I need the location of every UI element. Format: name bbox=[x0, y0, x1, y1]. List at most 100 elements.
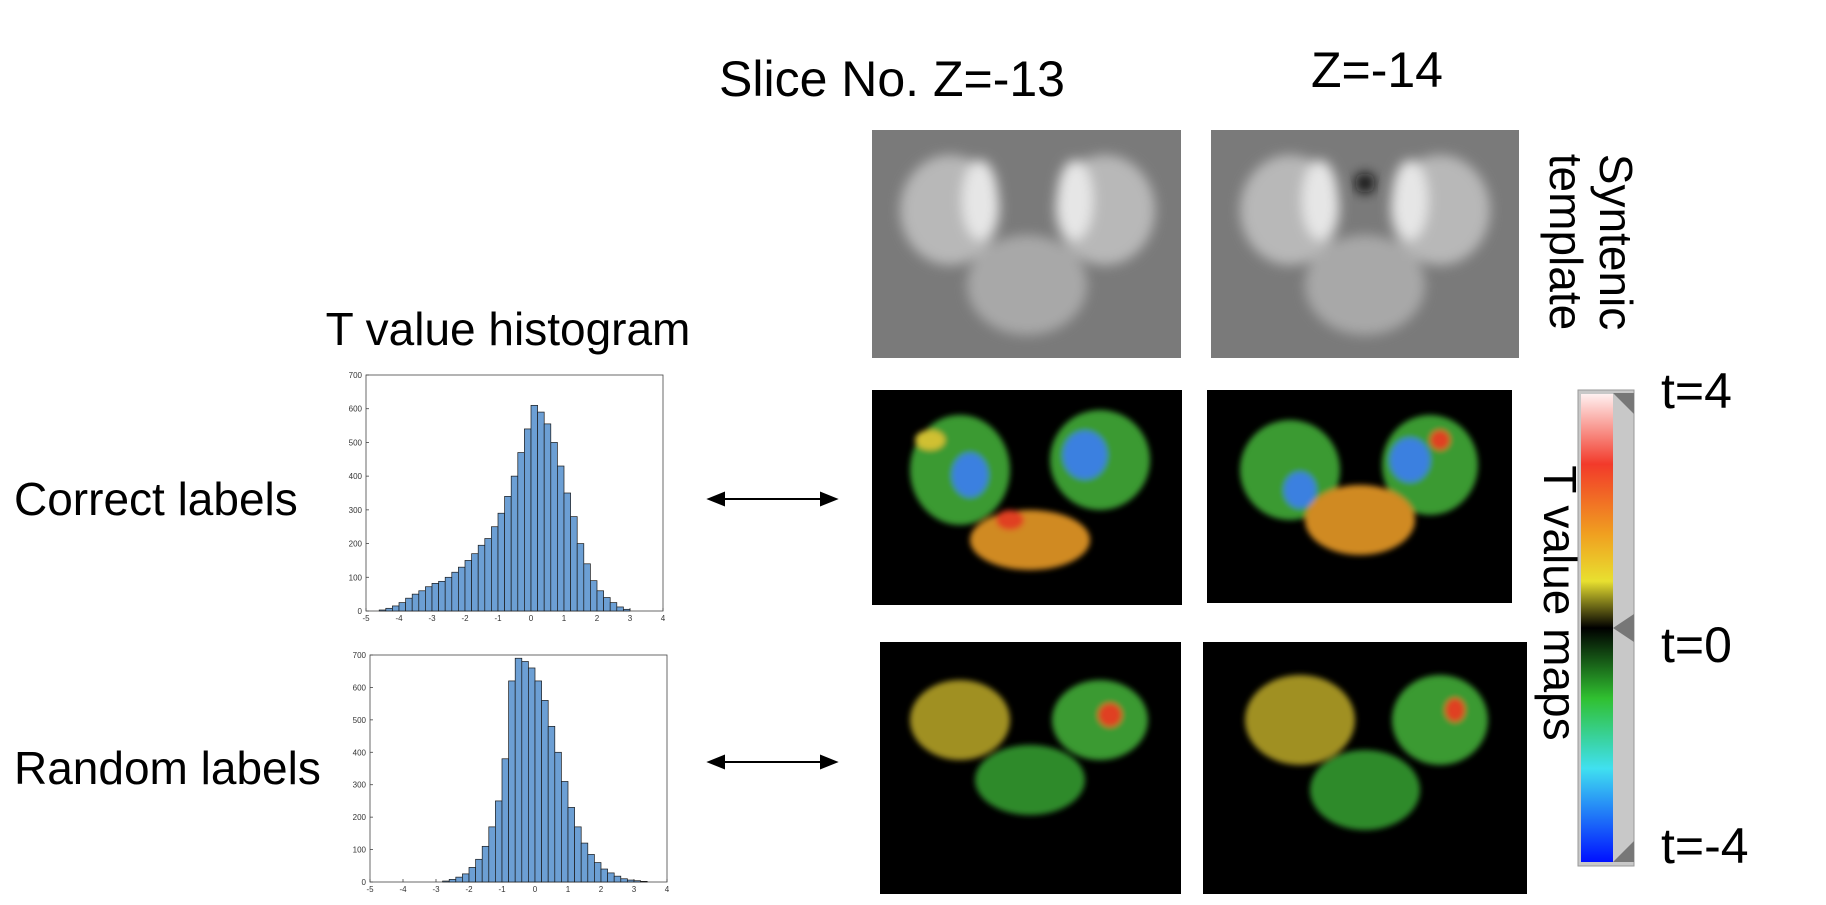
bar bbox=[550, 442, 558, 612]
x-tick-label: 0 bbox=[529, 614, 534, 623]
bar bbox=[580, 842, 589, 883]
bar bbox=[495, 800, 503, 883]
y-tick-label: 700 bbox=[353, 651, 367, 660]
colorbar-label: t=4 bbox=[1661, 363, 1732, 419]
bar bbox=[455, 876, 463, 883]
y-tick-label: 100 bbox=[353, 846, 367, 855]
bar bbox=[609, 602, 618, 612]
y-tick-label: 300 bbox=[353, 781, 367, 790]
bar bbox=[613, 875, 622, 883]
template-label: template bbox=[1540, 154, 1592, 330]
y-tick-label: 300 bbox=[349, 506, 363, 515]
bar bbox=[488, 826, 496, 883]
x-tick-label: -2 bbox=[465, 885, 473, 894]
y-tick-label: 0 bbox=[362, 878, 367, 887]
bar bbox=[385, 607, 393, 612]
bar bbox=[448, 879, 457, 883]
bar bbox=[514, 657, 523, 883]
x-tick-label: 2 bbox=[599, 885, 604, 894]
bar bbox=[561, 781, 569, 883]
y-tick-label: 200 bbox=[353, 813, 367, 822]
bar bbox=[574, 826, 582, 883]
x-tick-label: 2 bbox=[595, 614, 600, 623]
bar bbox=[528, 667, 536, 883]
bar bbox=[633, 880, 641, 883]
bar bbox=[583, 563, 591, 612]
x-tick-label: 0 bbox=[533, 885, 538, 894]
y-tick-label: 600 bbox=[353, 683, 367, 692]
maps-label: T value maps bbox=[1534, 465, 1586, 740]
row-label: Correct labels bbox=[14, 473, 298, 525]
template-image bbox=[1211, 130, 1519, 358]
bar bbox=[541, 700, 549, 883]
bar bbox=[442, 880, 450, 883]
x-tick-label: -3 bbox=[432, 885, 440, 894]
colorbar-label: t=-4 bbox=[1661, 818, 1749, 874]
bar bbox=[521, 661, 529, 883]
x-tick-label: 1 bbox=[562, 614, 567, 623]
y-tick-label: 700 bbox=[349, 371, 363, 380]
x-tick-label: 1 bbox=[566, 885, 571, 894]
bar bbox=[510, 475, 519, 612]
x-tick-label: 4 bbox=[665, 885, 670, 894]
y-tick-label: 0 bbox=[358, 607, 363, 616]
bar bbox=[534, 680, 542, 883]
bar bbox=[587, 854, 595, 883]
bar bbox=[616, 606, 624, 612]
x-tick-label: -4 bbox=[395, 614, 403, 623]
x-tick-label: -3 bbox=[428, 614, 436, 623]
bar bbox=[576, 543, 585, 612]
bar bbox=[517, 452, 525, 612]
y-tick-label: 500 bbox=[349, 438, 363, 447]
bar bbox=[481, 845, 490, 883]
bar bbox=[438, 580, 446, 612]
bar bbox=[458, 566, 466, 612]
bar bbox=[570, 516, 578, 612]
y-tick-label: 600 bbox=[349, 405, 363, 414]
colorbar bbox=[1577, 389, 1635, 867]
bar bbox=[537, 411, 545, 612]
colorbar-label: t=0 bbox=[1661, 617, 1732, 673]
bar bbox=[530, 404, 538, 612]
x-tick-label: 3 bbox=[632, 885, 637, 894]
arrow bbox=[706, 754, 839, 770]
bar bbox=[524, 428, 532, 612]
bar bbox=[392, 605, 400, 612]
template-label: Syntenic bbox=[1590, 154, 1642, 330]
t-map bbox=[872, 390, 1182, 605]
bar bbox=[547, 725, 556, 883]
bar bbox=[557, 465, 565, 612]
bar bbox=[600, 868, 608, 883]
x-tick-label: -4 bbox=[399, 885, 407, 894]
bar bbox=[640, 881, 648, 883]
t-map bbox=[1203, 642, 1527, 894]
bar bbox=[444, 576, 453, 612]
bar bbox=[508, 680, 516, 883]
bar bbox=[378, 609, 387, 612]
x-tick-label: -5 bbox=[366, 885, 374, 894]
bar bbox=[491, 526, 499, 612]
bar bbox=[567, 807, 575, 883]
x-tick-label: -1 bbox=[494, 614, 502, 623]
bar bbox=[543, 423, 552, 612]
bar bbox=[425, 586, 433, 612]
bar bbox=[477, 544, 486, 612]
histogram-heading: T value histogram bbox=[326, 303, 691, 355]
bar bbox=[405, 597, 413, 612]
bar bbox=[627, 879, 635, 883]
bar bbox=[501, 758, 509, 883]
bar bbox=[464, 560, 472, 612]
y-tick-label: 400 bbox=[349, 472, 363, 481]
bar bbox=[398, 602, 406, 612]
slice-heading: Slice No. Z=-13 bbox=[719, 51, 1065, 107]
row-label: Random labels bbox=[14, 742, 321, 794]
bar bbox=[484, 538, 492, 612]
x-tick-label: -1 bbox=[498, 885, 506, 894]
x-tick-label: 4 bbox=[661, 614, 666, 623]
x-tick-label: -2 bbox=[461, 614, 469, 623]
bar bbox=[468, 867, 476, 883]
bar bbox=[431, 583, 439, 612]
bar bbox=[623, 608, 631, 612]
